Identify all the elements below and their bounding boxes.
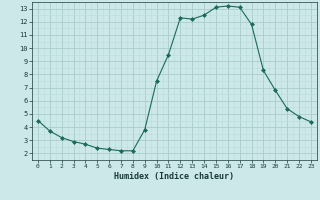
X-axis label: Humidex (Indice chaleur): Humidex (Indice chaleur) xyxy=(115,172,234,181)
